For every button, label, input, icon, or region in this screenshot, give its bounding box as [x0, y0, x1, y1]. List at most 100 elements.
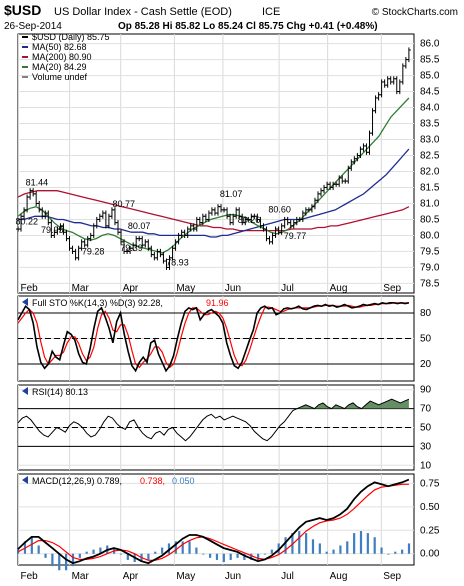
rsi-line: [17, 398, 410, 442]
price-annotation: 80.77: [113, 199, 136, 209]
macd-histogram-bar: [373, 537, 376, 554]
macd-histogram-bar: [353, 533, 356, 554]
macd-histogram-bar: [58, 553, 61, 571]
rsi-legend-icon: [22, 387, 28, 395]
macd-x-tick-label: Jun: [225, 571, 241, 582]
ma50-line: [18, 148, 410, 238]
y-tick-label: 90: [420, 385, 432, 396]
macd-histogram-bar: [339, 545, 342, 554]
price-annotation: 79.77: [284, 231, 307, 241]
macd-histogram-bar: [401, 549, 404, 554]
panel-frame-price: [17, 33, 415, 294]
rsi-legend: RSI(14) 80.13: [32, 387, 88, 397]
sto-legend: Full STO %K(14,3) %D(3) 92.28,: [32, 298, 163, 308]
macd-histogram-bar: [174, 541, 177, 554]
ohlc-readout: Op 85.28 Hi 85.82 Lo 85.24 Cl 85.75 Chg …: [118, 21, 378, 32]
grid-layer: [17, 33, 415, 566]
macd-histogram-bar: [291, 533, 294, 554]
y-tick-label: 50: [420, 423, 432, 434]
macd-histogram-bar: [298, 531, 301, 554]
price-x-tick-label: Aug: [330, 283, 348, 294]
rsi-overbought-fill: [18, 399, 409, 409]
y-tick-label: 82.0: [420, 166, 440, 177]
macd-histogram-bar: [126, 553, 129, 560]
macd-histogram-bar: [99, 547, 102, 554]
macd-x-tick-label: Apr: [123, 571, 139, 582]
macd-histogram-bar: [263, 553, 267, 555]
legend-volume: Volume undef: [32, 72, 88, 82]
price-annotation: 80.60: [268, 204, 291, 214]
macd-histogram-bar: [236, 553, 239, 558]
y-tick-label: 84.0: [420, 103, 440, 114]
macd-histogram-bar: [229, 553, 232, 560]
sto-d-value: 91.96: [206, 298, 229, 308]
price-annotation: 80.26: [238, 215, 261, 225]
price-x-tick-label: Jun: [225, 283, 241, 294]
y-tick-label: 82.5: [420, 151, 440, 162]
macd-histogram-bar: [188, 541, 191, 554]
y-tick-label: 78.5: [420, 278, 440, 289]
macd-histogram-bar: [366, 533, 369, 554]
macd-histogram-bar: [305, 533, 308, 554]
data-layer: [16, 47, 411, 571]
price-x-tick-label: Mar: [72, 283, 90, 294]
macd-histogram-bar: [257, 553, 260, 560]
legend-price: $USD (Daily) 85.75: [32, 32, 110, 42]
macd-histogram-bar: [243, 553, 246, 560]
price-annotation: 78.93: [166, 258, 189, 268]
price-annotation: 79.39: [120, 243, 143, 253]
y-tick-label: 30: [420, 441, 432, 452]
price-annotation: 81.07: [220, 189, 243, 199]
y-tick-label: 83.5: [420, 119, 440, 130]
macd-histogram-bar: [202, 553, 205, 555]
exchange-label: ICE: [262, 6, 280, 18]
macd-x-tick-label: Jul: [281, 571, 294, 582]
sto-k-line: [17, 301, 410, 373]
macd-histogram-bar: [332, 549, 335, 554]
quote-date: 26-Sep-2014: [4, 21, 62, 32]
macd-histogram-bar: [119, 553, 123, 555]
macd-legend: MACD(12,26,9) 0.789,: [32, 476, 122, 486]
macd-histogram-bar: [51, 553, 54, 567]
legend-ma20: MA(20) 84.29: [32, 62, 87, 72]
macd-histogram-bar: [394, 551, 397, 554]
y-tick-label: 20: [420, 359, 432, 370]
macd-histogram-bar: [346, 541, 349, 554]
macd-histogram-bar: [167, 543, 171, 554]
ma200-line: [17, 190, 410, 232]
y-tick-label: 0.50: [420, 502, 440, 513]
symbol-title: $USD: [4, 2, 41, 18]
y-tick-label: 70: [420, 404, 432, 415]
macd-histogram-bar: [65, 553, 68, 571]
macd-histogram-bar: [147, 553, 150, 560]
y-tick-label: 80.5: [420, 214, 440, 225]
macd-histogram-bar: [71, 553, 75, 567]
macd-x-tick-label: Sep: [383, 571, 401, 582]
y-tick-label: 80: [420, 308, 432, 319]
y-tick-label: 79.0: [420, 262, 440, 273]
macd-histogram-bar: [250, 553, 253, 560]
y-tick-label: 80.0: [420, 230, 440, 241]
macd-histogram-bar: [30, 537, 33, 554]
source-credit: © StockCharts.com: [372, 7, 458, 18]
macd-histogram-bar: [325, 551, 328, 554]
sto-legend-icon: [22, 298, 28, 306]
macd-histogram-bar: [318, 543, 321, 554]
price-x-tick-label: May: [176, 283, 195, 294]
price-annotation: 79.28: [82, 246, 105, 256]
y-tick-label: 84.5: [420, 87, 440, 98]
macd-histogram-bar: [407, 543, 411, 554]
y-tick-label: 0.25: [420, 525, 440, 536]
price-x-tick-label: Feb: [21, 283, 39, 294]
macd-histogram-bar: [209, 553, 212, 558]
macd-histogram-bar: [161, 547, 164, 554]
macd-histogram-bar: [154, 551, 157, 554]
macd-histogram-bar: [284, 537, 287, 554]
macd-legend-icon: [22, 476, 28, 484]
macd-histogram-bar: [270, 549, 273, 554]
macd-x-tick-label: Mar: [72, 571, 90, 582]
ma20-line: [17, 97, 410, 254]
price-annotation: 79.95: [41, 225, 64, 235]
